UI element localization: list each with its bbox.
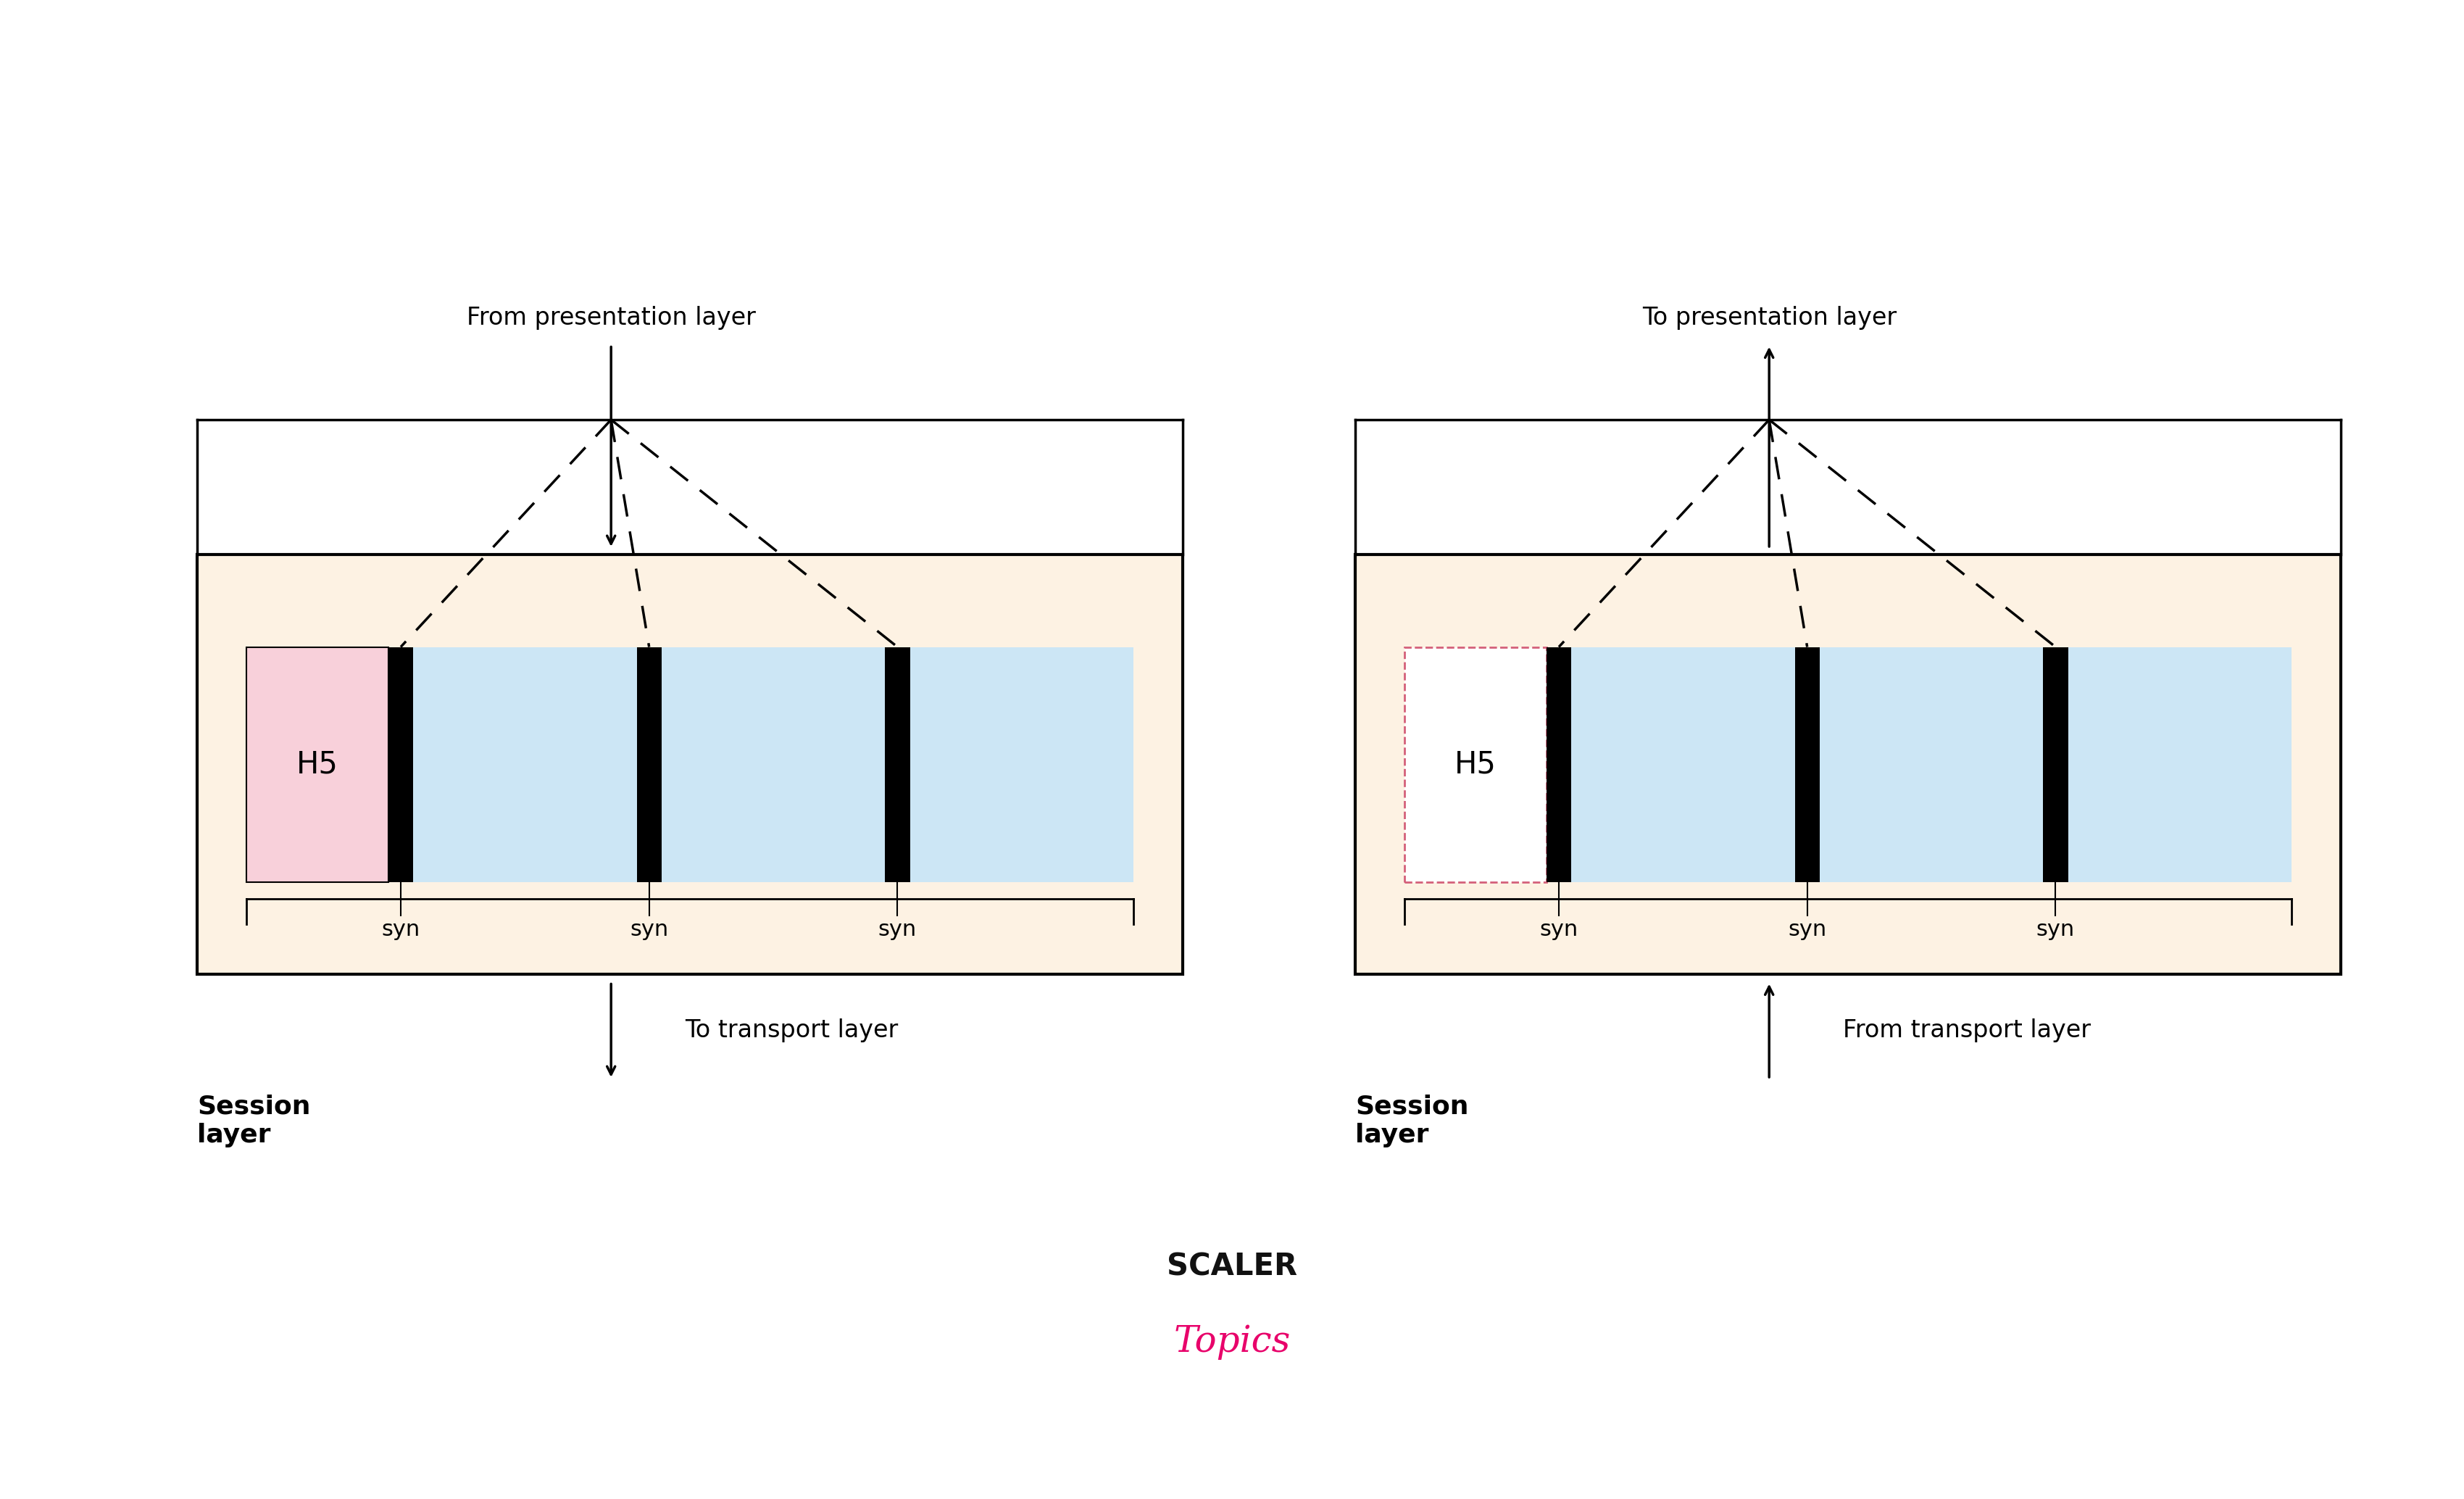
Bar [2067,648,2292,881]
Text: syn: syn [1540,919,1577,940]
Bar [1355,555,2341,974]
Text: Session
layer: Session layer [197,1094,310,1147]
Bar [636,648,660,881]
Text: syn: syn [1789,919,1826,940]
Text: To presentation layer: To presentation layer [1641,306,1897,330]
Text: syn: syn [2035,919,2075,940]
Text: From transport layer: From transport layer [1843,1019,2092,1042]
Bar [1794,648,1818,881]
Bar [197,555,1183,974]
Text: syn: syn [631,919,668,940]
Text: From presentation layer: From presentation layer [466,306,756,330]
Text: syn: syn [382,919,419,940]
Bar [1818,648,2043,881]
Bar [246,648,389,881]
Text: Topics: Topics [1173,1324,1291,1360]
Text: SCALER: SCALER [1168,1252,1296,1282]
Bar [414,648,636,881]
Text: H5: H5 [296,750,338,779]
Text: syn: syn [877,919,917,940]
Bar [389,648,414,881]
Bar [660,648,885,881]
Text: H5: H5 [1454,750,1496,779]
Text: Session
layer: Session layer [1355,1094,1469,1147]
Bar [1572,648,1794,881]
Bar [1547,648,1572,881]
Bar [2043,648,2067,881]
Text: To transport layer: To transport layer [685,1019,899,1042]
Bar [885,648,909,881]
Bar [1404,648,1547,881]
Bar [909,648,1133,881]
